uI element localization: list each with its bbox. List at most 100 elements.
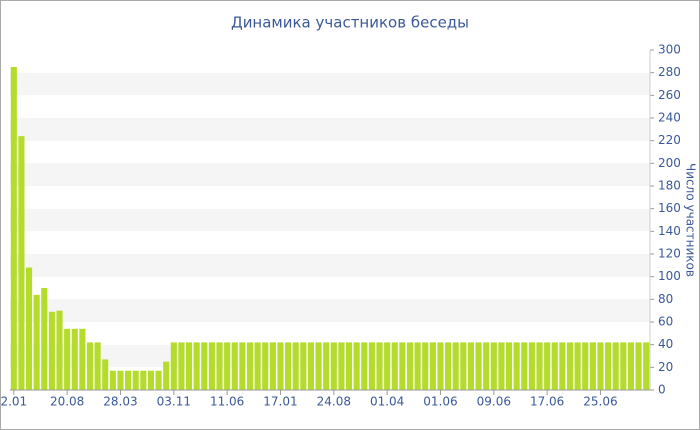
y-tick-label: 300 (658, 43, 681, 57)
bar (178, 342, 185, 390)
bar (300, 342, 307, 390)
bar (224, 342, 231, 390)
y-tick-label: 220 (658, 133, 681, 147)
bar (48, 311, 55, 390)
bar (186, 342, 193, 390)
bar (208, 342, 215, 390)
grid-band (10, 344, 650, 368)
x-tick-label: 24.08 (317, 395, 351, 409)
x-tick-label: 11.06 (210, 395, 244, 409)
bar (170, 342, 177, 390)
bar (307, 342, 314, 390)
bar (384, 342, 391, 390)
bar (490, 342, 497, 390)
bar (94, 342, 101, 390)
y-tick-label: 280 (658, 65, 681, 79)
y-tick-label: 140 (658, 224, 681, 238)
bar (41, 288, 48, 390)
bar (269, 342, 276, 390)
bar (612, 342, 619, 390)
bar (422, 342, 429, 390)
y-axis-title: Число участников (684, 163, 698, 277)
bar (635, 342, 642, 390)
x-tick-label: 17.01 (263, 395, 297, 409)
x-tick-label: 01.04 (370, 395, 404, 409)
bar (277, 342, 284, 390)
bar (574, 342, 581, 390)
bar (544, 342, 551, 390)
y-tick-label: 40 (658, 337, 673, 351)
bar (361, 342, 368, 390)
bar (18, 136, 25, 390)
bar (429, 342, 436, 390)
bar (597, 342, 604, 390)
grid-band (10, 163, 650, 186)
bar (483, 342, 490, 390)
bar (513, 342, 520, 390)
bar (627, 342, 634, 390)
grid-band (10, 208, 650, 232)
bar (399, 342, 406, 390)
bar (193, 342, 200, 390)
bar (201, 342, 208, 390)
bar (117, 370, 124, 390)
bar (330, 342, 337, 390)
bar (315, 342, 322, 390)
bar (102, 359, 109, 390)
x-tick-label: 28.03 (103, 395, 137, 409)
bar (521, 342, 528, 390)
bar (368, 342, 375, 390)
bar (109, 370, 116, 390)
bar (620, 342, 627, 390)
bar (643, 342, 650, 390)
bar (460, 342, 467, 390)
bar (467, 342, 474, 390)
bar (391, 342, 398, 390)
bar (33, 294, 40, 390)
grid-band (10, 118, 650, 141)
bar (536, 342, 543, 390)
grid-band (10, 254, 650, 277)
y-tick-label: 20 (658, 360, 673, 374)
y-tick-label: 200 (658, 156, 681, 170)
bar (475, 342, 482, 390)
grid-band (10, 299, 650, 322)
bar (26, 267, 33, 390)
bar (147, 370, 154, 390)
bar (353, 342, 360, 390)
bar (71, 328, 78, 390)
bar (452, 342, 459, 390)
bar (285, 342, 292, 390)
bar (437, 342, 444, 390)
bar (414, 342, 421, 390)
y-tick-label: 0 (658, 383, 666, 397)
bar (566, 342, 574, 390)
bar (406, 342, 414, 390)
bar (246, 342, 254, 390)
bar (231, 342, 238, 390)
bar (506, 342, 513, 390)
bar (346, 342, 353, 390)
bar (56, 310, 63, 390)
bar (498, 342, 505, 390)
bar (132, 370, 139, 390)
y-tick-label: 100 (658, 269, 681, 283)
x-tick-label: 03.11 (157, 395, 191, 409)
bar (79, 328, 86, 390)
y-tick-label: 80 (658, 292, 673, 306)
bar (559, 342, 566, 390)
bar (551, 342, 558, 390)
bar (528, 342, 535, 390)
bar (254, 342, 261, 390)
chart-title: Динамика участников беседы (231, 14, 469, 32)
y-tick-label: 240 (658, 111, 681, 125)
bar (86, 342, 94, 390)
bar (155, 370, 162, 390)
bar (338, 342, 345, 390)
bar (10, 67, 17, 390)
bar (262, 342, 269, 390)
grid-band (10, 72, 650, 96)
x-tick-label: 17.06 (530, 395, 564, 409)
x-tick-label: 25.06 (583, 395, 617, 409)
bar (292, 342, 299, 390)
